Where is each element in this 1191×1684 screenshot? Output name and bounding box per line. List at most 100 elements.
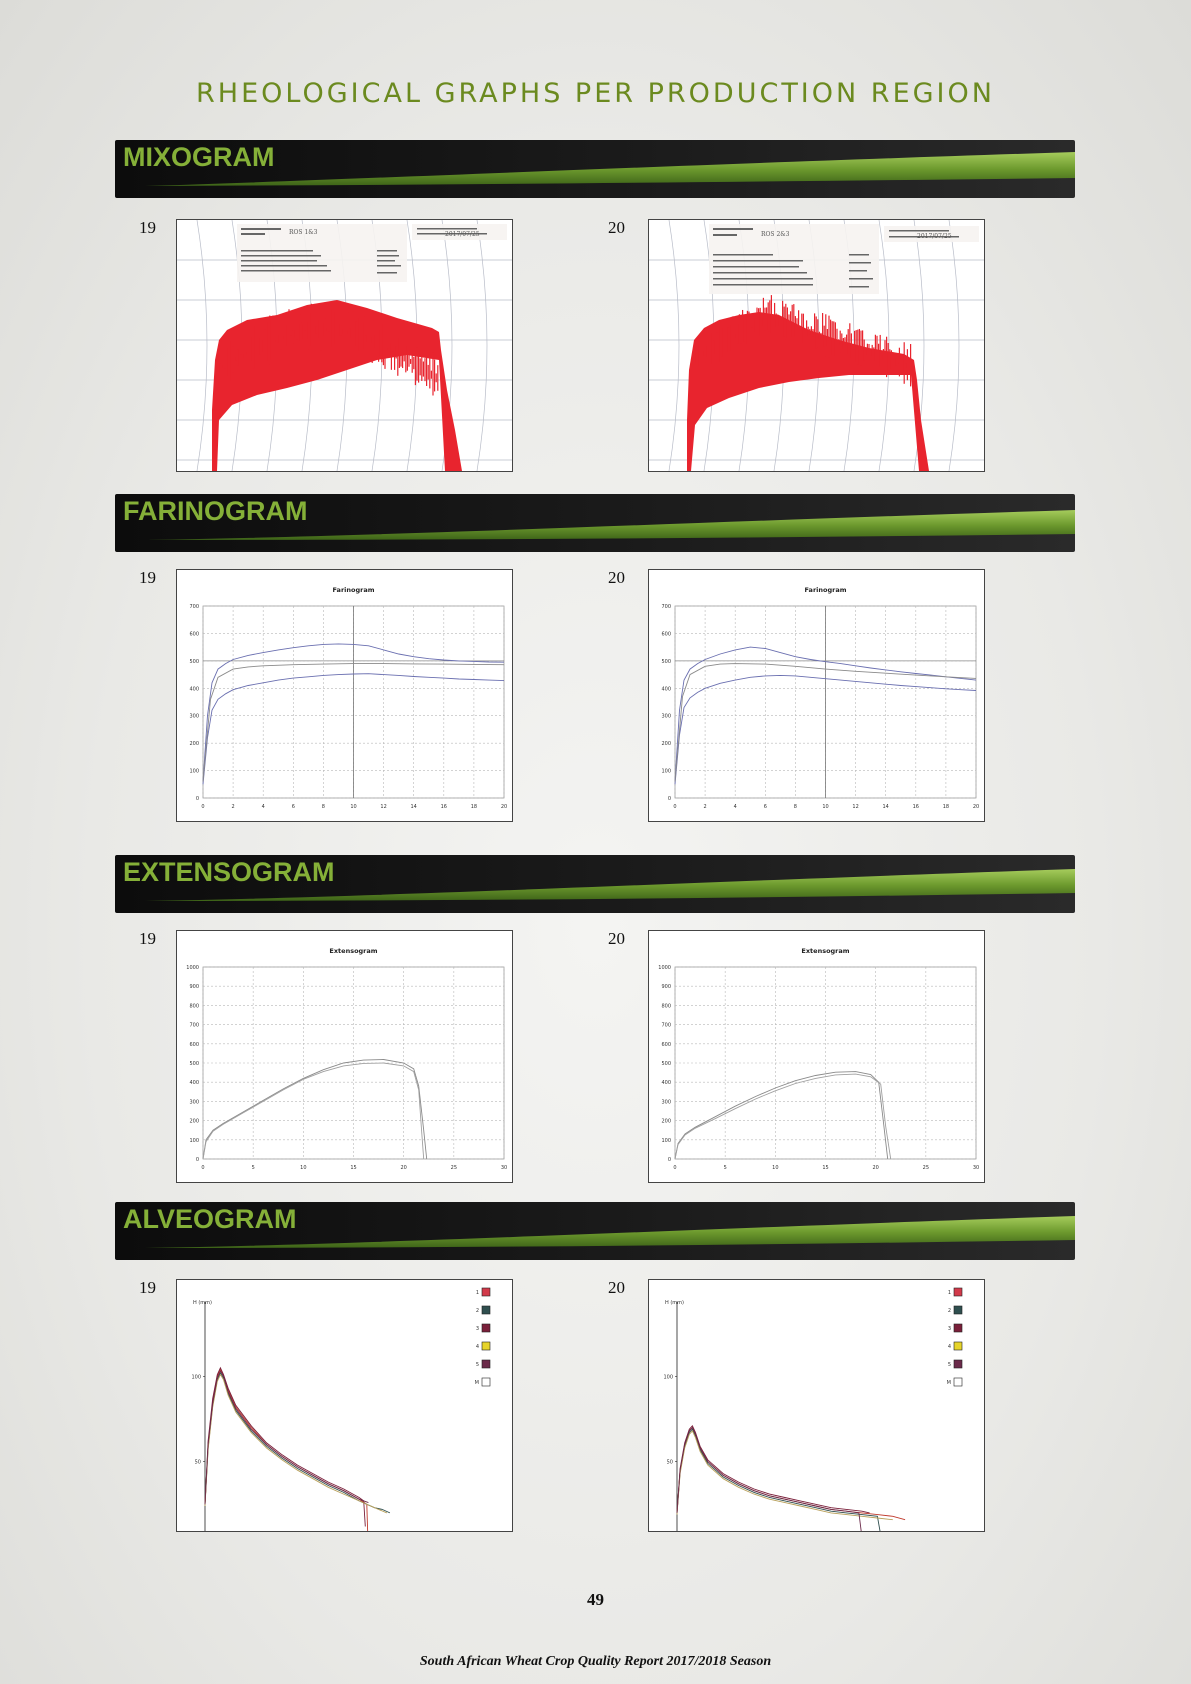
x-tick-label: 0	[673, 804, 676, 810]
y-tick-label: 300	[189, 1099, 199, 1105]
x-tick-label: 30	[501, 1165, 507, 1171]
x-tick-label: 20	[973, 804, 979, 810]
page-number: 49	[587, 1590, 604, 1609]
panel-number: 20	[608, 218, 625, 237]
series-line	[676, 1426, 906, 1521]
series-line	[676, 1430, 893, 1521]
alveogram-panel-20: H (mm)L (mm)0501005010015012345M	[648, 1279, 985, 1532]
section-header-farinogram: FARINOGRAM	[115, 494, 1075, 552]
legend-swatch	[481, 1341, 491, 1351]
series-line	[676, 1424, 870, 1514]
y-tick-label: 200	[189, 741, 199, 747]
x-tick-label: 5	[252, 1165, 255, 1171]
mixogram-lab-no: ROS 2&3	[761, 231, 790, 238]
legend-label: 5	[476, 1362, 479, 1368]
x-tick-label: 12	[380, 804, 386, 810]
y-tick-label: 800	[661, 1003, 671, 1009]
y-tick-label: 700	[661, 604, 671, 610]
x-tick-label: 8	[794, 804, 797, 810]
y-tick-label: 0	[196, 1157, 199, 1163]
chart-title: Farinogram	[333, 586, 375, 594]
mixogram-panel-19: ROS 1&3 2017/07/25	[176, 219, 513, 472]
panel-number: 19	[139, 1278, 156, 1297]
y-tick-label: 600	[189, 1042, 199, 1048]
x-tick-label: 20	[872, 1165, 878, 1171]
x-tick-label: 18	[471, 804, 477, 810]
y-tick-label: 200	[661, 1119, 671, 1125]
y-tick-label: 500	[661, 1061, 671, 1067]
grass-blade-decoration	[145, 869, 1075, 901]
y-tick-label: 900	[661, 984, 671, 990]
farinogram-panel-19: Farinogram 0 2 4 6 8 10 12 14 16 18 20 0 100 200 300 400…	[176, 569, 513, 822]
y-tick-label: 600	[661, 631, 671, 637]
report-title: South African Wheat Crop Quality Report …	[419, 1654, 772, 1669]
chart-title: Farinogram	[805, 586, 847, 594]
y-axis-label: H (mm)	[665, 1300, 684, 1306]
y-tick-label: 1000	[186, 965, 199, 971]
series-line	[202, 1059, 428, 1160]
series-line	[202, 663, 505, 782]
x-tick-label: 10	[822, 804, 828, 810]
legend-label: 2	[948, 1308, 951, 1314]
legend-label: M	[475, 1380, 479, 1386]
y-tick-label: 50	[667, 1460, 673, 1466]
y-tick-label: 900	[189, 984, 199, 990]
x-tick-label: 2	[704, 804, 707, 810]
x-tick-label: 14	[883, 804, 889, 810]
x-tick-label: 6	[292, 804, 295, 810]
legend-swatch	[481, 1323, 491, 1333]
panel-number: 20	[608, 568, 625, 587]
series-line	[676, 1428, 881, 1531]
x-tick-label: 0	[673, 1165, 676, 1171]
section-header-alveogram: ALVEOGRAM	[115, 1202, 1075, 1260]
section-label: FARINOGRAM	[123, 496, 308, 526]
extensogram-panel-19: Extensogram 0 5 10 15 20 25 30 0 100 200 300 400 500 6…	[176, 930, 513, 1183]
y-tick-label: 100	[189, 1138, 199, 1144]
legend-label: 5	[948, 1362, 951, 1368]
legend-label: 1	[476, 1290, 479, 1296]
x-tick-label: 20	[400, 1165, 406, 1171]
y-tick-label: 400	[189, 1080, 199, 1086]
y-tick-label: 500	[189, 659, 199, 665]
section-header-extensogram: EXTENSOGRAM	[115, 855, 1075, 913]
y-tick-label: 100	[191, 1374, 201, 1380]
y-tick-label: 500	[189, 1061, 199, 1067]
x-tick-label: 25	[923, 1165, 929, 1171]
y-tick-label: 700	[661, 1023, 671, 1029]
panel-number: 20	[608, 1278, 625, 1297]
mixogram-date: 2017/07/25	[445, 231, 480, 238]
legend-swatch	[481, 1377, 491, 1387]
y-axis-label: H (mm)	[193, 1300, 212, 1306]
legend-swatch	[481, 1305, 491, 1315]
legend-swatch	[953, 1341, 963, 1351]
series-line	[202, 1062, 425, 1160]
y-tick-label: 300	[189, 714, 199, 720]
panel-number: 19	[139, 568, 156, 587]
y-tick-label: 100	[189, 769, 199, 775]
series-line	[202, 673, 505, 785]
series-line	[204, 1370, 369, 1505]
series-line	[674, 1073, 892, 1160]
mixogram-panel-20: ROS 2&3 2017/07/25	[648, 219, 985, 472]
y-tick-label: 0	[668, 796, 671, 802]
legend-label: M	[947, 1380, 951, 1386]
panel-number: 20	[608, 929, 625, 948]
y-tick-label: 200	[661, 741, 671, 747]
series-line	[674, 1071, 889, 1160]
legend-swatch	[953, 1377, 963, 1387]
series-line	[674, 646, 977, 782]
x-tick-label: 15	[350, 1165, 356, 1171]
x-tick-label: 4	[262, 804, 265, 810]
y-tick-label: 600	[189, 631, 199, 637]
extensogram-panel-20: Extensogram 0 5 10 15 20 25 30 0 100 200 300 400 500 6…	[648, 930, 985, 1183]
x-tick-label: 2	[232, 804, 235, 810]
y-tick-label: 300	[661, 1099, 671, 1105]
series-line	[204, 1366, 366, 1527]
y-tick-label: 0	[668, 1157, 671, 1163]
farinogram-panel-20: Farinogram 0 2 4 6 8 10 12 14 16 18 20 0 100 200 300 400…	[648, 569, 985, 822]
series-line	[674, 674, 977, 785]
legend-swatch	[953, 1305, 963, 1315]
y-tick-label: 300	[661, 714, 671, 720]
